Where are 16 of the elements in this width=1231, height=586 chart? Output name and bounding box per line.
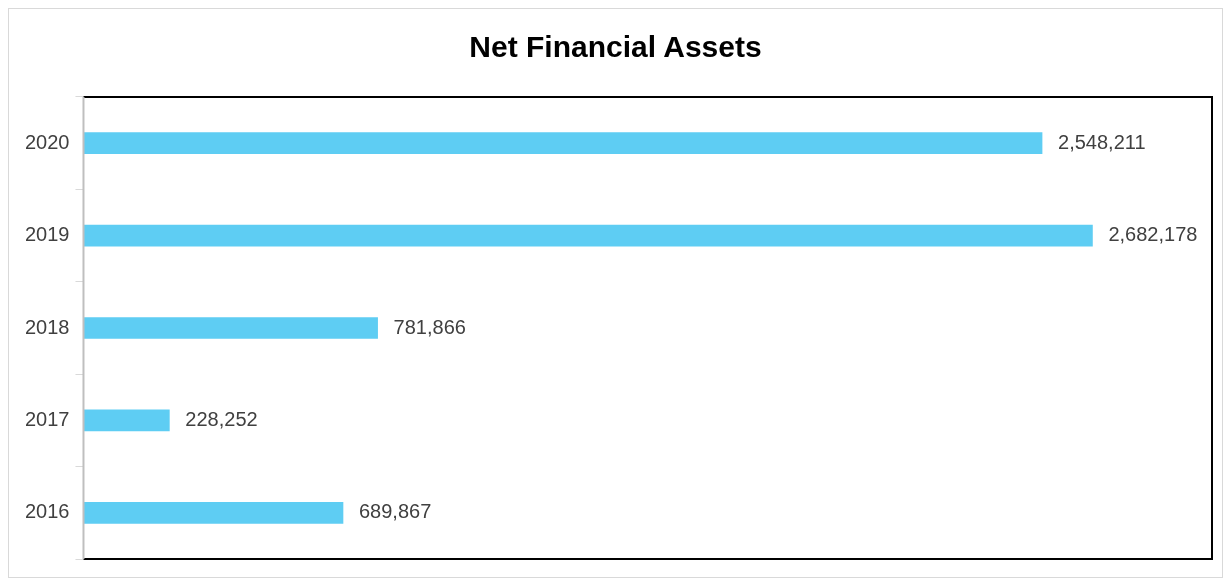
bar: [83, 132, 1043, 155]
chart-title: Net Financial Assets: [469, 30, 762, 64]
data-label: 781,866: [393, 315, 466, 338]
bar: [83, 224, 1093, 247]
data-label: 228,252: [185, 407, 258, 430]
y-tick-label: 2018: [24, 315, 70, 338]
y-tick-label: 2019: [24, 223, 70, 246]
y-tick-label: 2016: [24, 500, 70, 523]
bar: [83, 317, 378, 339]
data-label: 2,548,211: [1058, 130, 1146, 153]
data-label: 689,867: [359, 500, 432, 523]
y-tick-label: 2017: [24, 407, 70, 430]
bar: [83, 501, 344, 524]
data-label: 2,682,178: [1108, 223, 1198, 246]
bar: [83, 409, 170, 432]
y-tick-label: 2020: [24, 130, 70, 153]
